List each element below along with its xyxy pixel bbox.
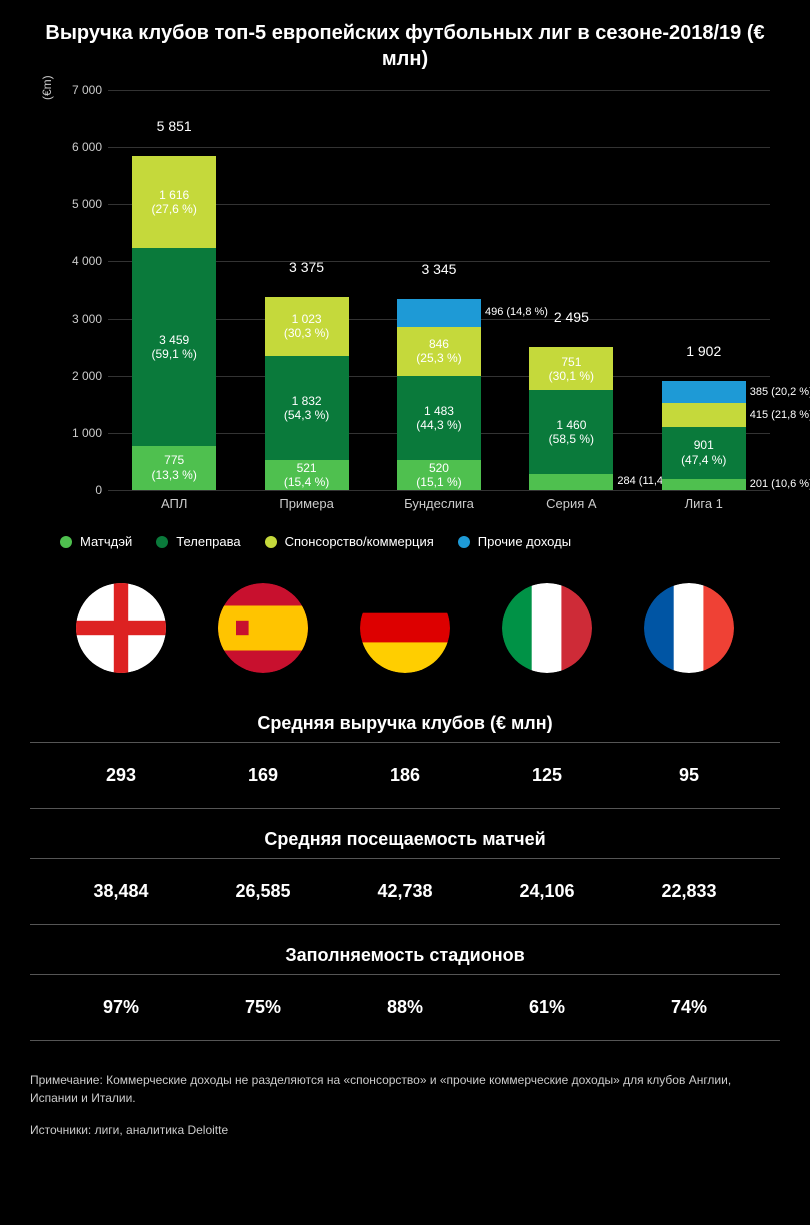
- bar-segment: 1 832(54,3 %): [265, 356, 349, 461]
- bar-column: 5 851 775(13,3 %)3 459(59,1 %)1 616(27,6 …: [124, 90, 224, 490]
- data-cell: 75%: [203, 997, 323, 1018]
- data-cell: 293: [61, 765, 181, 786]
- page-title: Выручка клубов топ-5 европейских футболь…: [30, 20, 780, 72]
- bar-segment: 3 459(59,1 %): [132, 248, 216, 446]
- source-text: Источники: лиги, аналитика Deloitte: [30, 1123, 780, 1137]
- chart-legend: Матчдэй Телеправа Спонсорство/коммерция Про…: [60, 534, 780, 549]
- legend-label: Телеправа: [176, 534, 240, 549]
- data-cell: 61%: [487, 997, 607, 1018]
- y-axis-label: (€m): [40, 75, 54, 100]
- data-cell: 97%: [61, 997, 181, 1018]
- section-title: Средняя посещаемость матчей: [30, 829, 780, 850]
- bar-column: 1 902 201 (10,6 %)901(47,4 %)415 (21,8 %)…: [654, 90, 754, 490]
- data-cell: 26,585: [203, 881, 323, 902]
- spain-flag-icon: [218, 583, 308, 673]
- bar-segment: 751(30,1 %): [529, 347, 613, 390]
- bar-segment: 1 616(27,6 %): [132, 156, 216, 248]
- data-cell: 38,484: [61, 881, 181, 902]
- bar-total-label: 3 345: [389, 261, 489, 277]
- gridline: [108, 490, 770, 491]
- data-row: 293 169 186 125 95: [30, 742, 780, 809]
- y-tick-label: 1 000: [58, 426, 102, 440]
- bar-segment: 901(47,4 %): [662, 427, 746, 478]
- legend-swatch: [60, 536, 72, 548]
- england-flag-icon: [76, 583, 166, 673]
- legend-item: Спонсорство/коммерция: [265, 534, 434, 549]
- data-cell: 169: [203, 765, 323, 786]
- y-tick-label: 4 000: [58, 254, 102, 268]
- bar-segment: 1 023(30,3 %): [265, 297, 349, 355]
- bar-segment: 415 (21,8 %): [662, 403, 746, 427]
- bar-segment: 496 (14,8 %): [397, 299, 481, 327]
- legend-label: Прочие доходы: [478, 534, 571, 549]
- data-cell: 95: [629, 765, 749, 786]
- bar-column: 3 375 521(15,4 %)1 832(54,3 %)1 023(30,3 …: [257, 90, 357, 490]
- france-flag-icon: [644, 583, 734, 673]
- section-title: Средняя выручка клубов (€ млн): [30, 713, 780, 734]
- bar-segment: 201 (10,6 %): [662, 479, 746, 490]
- bar-column: 3 345 520(15,1 %)1 483(44,3 %)846(25,3 %)…: [389, 90, 489, 490]
- data-cell: 74%: [629, 997, 749, 1018]
- bar-total-label: 2 495: [521, 309, 621, 325]
- bar-total-label: 1 902: [654, 343, 754, 359]
- y-tick-label: 2 000: [58, 369, 102, 383]
- y-tick-label: 3 000: [58, 312, 102, 326]
- y-tick-label: 7 000: [58, 83, 102, 97]
- x-tick-label: Примера: [257, 496, 357, 520]
- y-tick-label: 6 000: [58, 140, 102, 154]
- bar-segment: 846(25,3 %): [397, 327, 481, 375]
- legend-item: Прочие доходы: [458, 534, 571, 549]
- legend-label: Матчдэй: [80, 534, 132, 549]
- legend-swatch: [265, 536, 277, 548]
- italy-flag-icon: [502, 583, 592, 673]
- y-tick-label: 5 000: [58, 197, 102, 211]
- legend-swatch: [458, 536, 470, 548]
- country-flags: [30, 573, 780, 697]
- bar-total-label: 3 375: [257, 259, 357, 275]
- bar-segment: 521(15,4 %): [265, 460, 349, 490]
- legend-item: Телеправа: [156, 534, 240, 549]
- revenue-chart: (€m) 01 0002 0003 0004 0005 0006 0007 00…: [48, 90, 780, 520]
- footnote: Примечание: Коммерческие доходы не разде…: [30, 1071, 780, 1107]
- data-cell: 88%: [345, 997, 465, 1018]
- legend-swatch: [156, 536, 168, 548]
- legend-label: Спонсорство/коммерция: [285, 534, 434, 549]
- y-tick-label: 0: [58, 483, 102, 497]
- x-tick-label: Лига 1: [654, 496, 754, 520]
- section-title: Заполняемость стадионов: [30, 945, 780, 966]
- bar-segment: 1 483(44,3 %): [397, 376, 481, 461]
- x-tick-label: Бундеслига: [389, 496, 489, 520]
- bar-segment: 385 (20,2 %): [662, 381, 746, 403]
- x-tick-label: Серия A: [521, 496, 621, 520]
- germany-flag-icon: [360, 583, 450, 673]
- x-tick-label: АПЛ: [124, 496, 224, 520]
- data-cell: 24,106: [487, 881, 607, 902]
- legend-item: Матчдэй: [60, 534, 132, 549]
- bar-segment: 775(13,3 %): [132, 446, 216, 490]
- bar-column: 2 495 284 (11,4 %)1 460(58,5 %)751(30,1 %…: [521, 90, 621, 490]
- data-cell: 42,738: [345, 881, 465, 902]
- data-cell: 125: [487, 765, 607, 786]
- data-row: 97% 75% 88% 61% 74%: [30, 974, 780, 1041]
- bar-segment: 520(15,1 %): [397, 460, 481, 490]
- bar-segment: 1 460(58,5 %): [529, 390, 613, 473]
- data-cell: 186: [345, 765, 465, 786]
- data-row: 38,484 26,585 42,738 24,106 22,833: [30, 858, 780, 925]
- bar-total-label: 5 851: [124, 118, 224, 134]
- data-cell: 22,833: [629, 881, 749, 902]
- bar-segment: 284 (11,4 %): [529, 474, 613, 490]
